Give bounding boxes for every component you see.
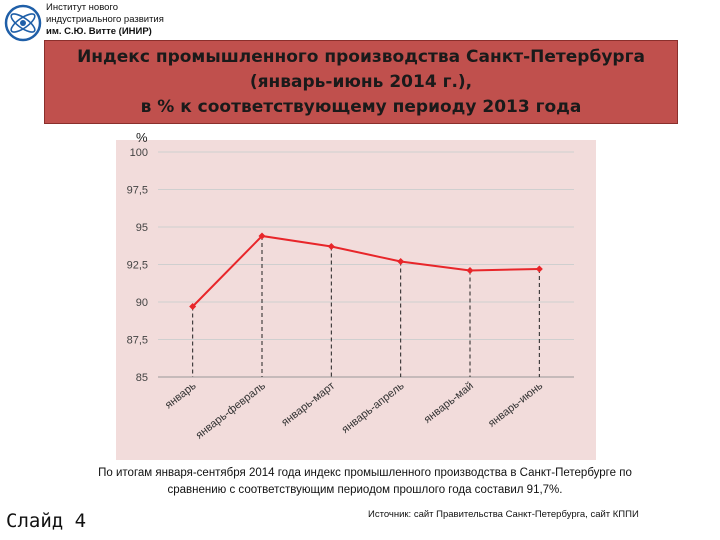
caption-line: сравнению с соответствующим периодом про… — [167, 484, 563, 496]
source-note: Источник: сайт Правительства Санкт-Петер… — [368, 509, 639, 520]
data-point — [327, 243, 335, 250]
institute-line: им. С.Ю. Витте (ИНИР) — [46, 26, 152, 37]
slide-number: Слайд 4 — [6, 510, 87, 532]
x-tick-label: январь-март — [279, 380, 337, 429]
institute-name: Институт нового индустриального развития… — [46, 2, 164, 38]
y-tick-label: 85 — [136, 372, 148, 384]
drop-lines — [192, 236, 540, 377]
y-tick-label: 97,5 — [127, 185, 148, 197]
data-point — [189, 303, 197, 310]
caption: По итогам января-сентября 2014 года инде… — [62, 465, 668, 499]
title-line: (январь-июнь 2014 г.), — [249, 71, 473, 92]
x-tick-label: январь — [163, 380, 199, 412]
data-point — [466, 267, 474, 274]
atom-logo-icon — [4, 4, 42, 42]
series-line — [189, 232, 543, 310]
x-tick-label: январь-февраль — [194, 380, 268, 442]
data-point — [258, 232, 266, 240]
y-tick-label: 92,5 — [127, 260, 148, 272]
title-line: Индекс промышленного производства Санкт-… — [77, 46, 645, 67]
caption-line: По итогам января-сентября 2014 года инде… — [98, 467, 632, 479]
slide-title: Индекс промышленного производства Санкт-… — [44, 40, 678, 124]
chart-area — [116, 140, 596, 460]
x-tick-label: январь-июнь — [486, 380, 545, 430]
y-tick-labels: 100 97,5 95 92,5 90 87,5 85 — [127, 147, 148, 384]
x-tick-label: январь-май — [422, 380, 476, 426]
gridlines — [158, 151, 574, 378]
y-tick-label: 95 — [136, 222, 148, 234]
y-tick-label: 90 — [136, 297, 148, 309]
data-point — [397, 258, 405, 265]
institute-line: индустриального развития — [46, 14, 164, 25]
series-path — [191, 234, 540, 308]
x-tick-label: январь-апрель — [340, 380, 407, 436]
y-axis-label: % — [136, 130, 148, 145]
institute-line: Институт нового — [46, 2, 118, 13]
title-line: в % к соответствующему периоду 2013 года — [140, 96, 582, 117]
data-point — [535, 265, 543, 273]
y-tick-label: 87,5 — [127, 335, 148, 347]
y-tick-label: 100 — [130, 147, 148, 159]
